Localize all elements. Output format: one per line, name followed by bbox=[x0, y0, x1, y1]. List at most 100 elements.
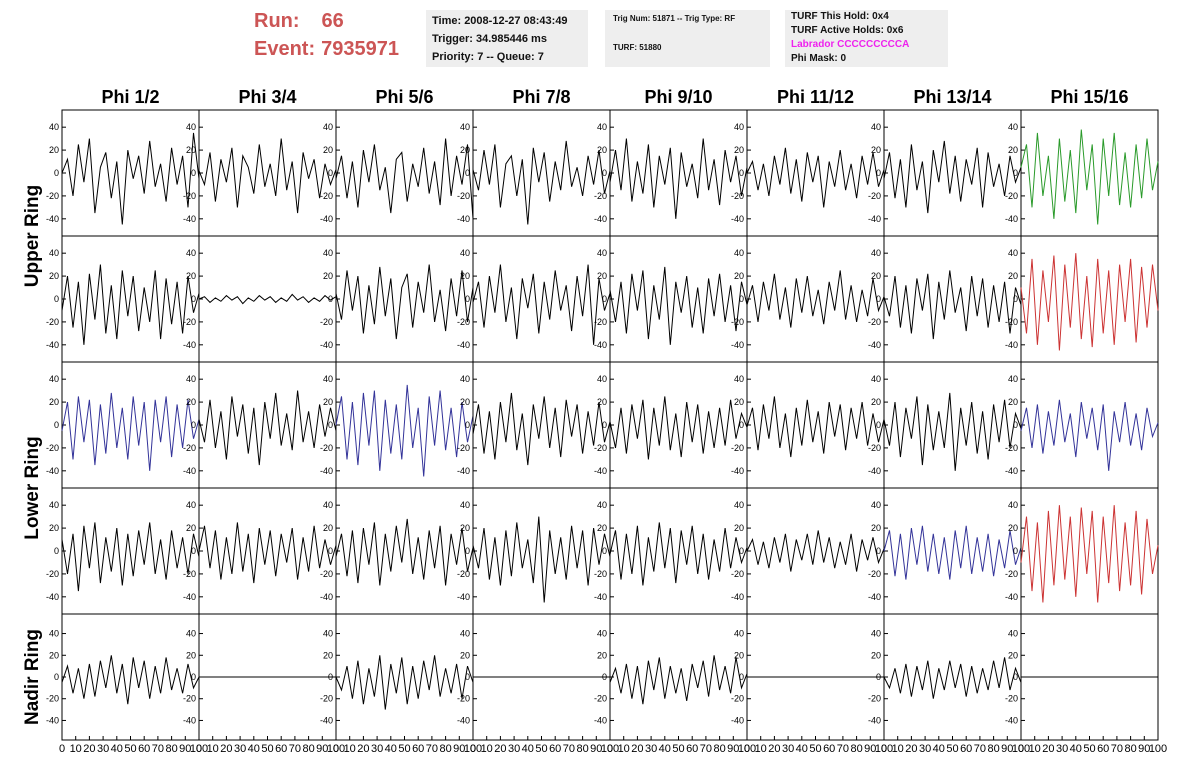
waveform bbox=[472, 264, 611, 345]
x-tick-label: 0 bbox=[333, 743, 339, 755]
y-tick-label: -40 bbox=[731, 340, 744, 350]
x-tick-label: 90 bbox=[179, 743, 191, 755]
panel-frame bbox=[883, 613, 1022, 741]
y-tick-label: 20 bbox=[1008, 523, 1018, 533]
y-tick-label: 20 bbox=[597, 145, 607, 155]
y-tick-label: 40 bbox=[597, 500, 607, 510]
y-tick-label: 40 bbox=[460, 122, 470, 132]
y-tick-label: -40 bbox=[594, 214, 607, 224]
waveform bbox=[61, 264, 200, 345]
x-tick-label: 10 bbox=[344, 743, 356, 755]
y-tick-label: -20 bbox=[731, 443, 744, 453]
trigger: Trigger: 34.985446 ms bbox=[432, 33, 547, 45]
x-tick-label: 70 bbox=[152, 743, 164, 755]
x-tick-label: 50 bbox=[398, 743, 410, 755]
x-tick-label: 20 bbox=[1042, 743, 1054, 755]
y-tick-label: 40 bbox=[186, 122, 196, 132]
y-tick-label: -20 bbox=[1005, 569, 1018, 579]
time: Time: 2008-12-27 08:43:49 bbox=[432, 15, 568, 27]
y-tick-label: -40 bbox=[1005, 466, 1018, 476]
y-tick-label: 0 bbox=[328, 672, 333, 682]
waveform bbox=[61, 392, 200, 471]
x-tick-label: 10 bbox=[755, 743, 767, 755]
y-tick-label: -40 bbox=[594, 715, 607, 725]
y-tick-label: 20 bbox=[186, 271, 196, 281]
x-tick-label: 0 bbox=[196, 743, 202, 755]
y-tick-label: -20 bbox=[46, 191, 59, 201]
x-tick-label: 20 bbox=[905, 743, 917, 755]
y-tick-label: 0 bbox=[328, 168, 333, 178]
x-tick-label: 30 bbox=[1056, 743, 1068, 755]
x-tick-label: 100 bbox=[875, 743, 893, 755]
y-tick-label: 40 bbox=[49, 248, 59, 258]
y-tick-label: -40 bbox=[868, 715, 881, 725]
y-tick-label: -20 bbox=[594, 191, 607, 201]
y-tick-label: -20 bbox=[183, 191, 196, 201]
x-tick-label: 0 bbox=[470, 743, 476, 755]
x-tick-label: 70 bbox=[426, 743, 438, 755]
y-tick-label: 0 bbox=[602, 294, 607, 304]
column-header: Phi 13/14 bbox=[913, 87, 991, 107]
y-tick-label: 40 bbox=[734, 500, 744, 510]
x-tick-label: 60 bbox=[823, 743, 835, 755]
y-tick-label: -20 bbox=[868, 569, 881, 579]
y-tick-label: 20 bbox=[597, 397, 607, 407]
panel-frame bbox=[198, 361, 337, 489]
y-tick-label: 0 bbox=[328, 294, 333, 304]
y-tick-label: -40 bbox=[46, 466, 59, 476]
y-tick-label: 20 bbox=[186, 397, 196, 407]
y-tick-label: 20 bbox=[597, 523, 607, 533]
y-tick-label: 0 bbox=[54, 294, 59, 304]
y-tick-label: -20 bbox=[320, 191, 333, 201]
y-tick-label: 0 bbox=[1013, 546, 1018, 556]
y-tick-label: -20 bbox=[594, 317, 607, 327]
x-tick-label: 90 bbox=[864, 743, 876, 755]
y-tick-label: 20 bbox=[323, 271, 333, 281]
x-tick-label: 80 bbox=[850, 743, 862, 755]
y-tick-label: -20 bbox=[183, 317, 196, 327]
y-tick-label: -40 bbox=[594, 340, 607, 350]
waveform bbox=[335, 655, 474, 710]
waveform bbox=[198, 293, 337, 305]
y-tick-label: -40 bbox=[320, 340, 333, 350]
x-tick-label: 70 bbox=[974, 743, 986, 755]
run: Run: 66 bbox=[254, 10, 344, 33]
y-tick-label: 0 bbox=[876, 672, 881, 682]
waveform bbox=[61, 132, 200, 225]
x-tick-label: 50 bbox=[809, 743, 821, 755]
y-tick-label: 40 bbox=[734, 374, 744, 384]
y-tick-label: 40 bbox=[871, 629, 881, 639]
y-tick-label: 20 bbox=[460, 523, 470, 533]
y-tick-label: 0 bbox=[739, 294, 744, 304]
y-tick-label: 20 bbox=[49, 397, 59, 407]
x-tick-label: 40 bbox=[522, 743, 534, 755]
y-tick-label: -40 bbox=[457, 592, 470, 602]
y-tick-label: -40 bbox=[1005, 715, 1018, 725]
y-tick-label: 20 bbox=[460, 145, 470, 155]
x-tick-label: 20 bbox=[631, 743, 643, 755]
turf-box: TURF This Hold: 0x4 TURF Active Holds: 0… bbox=[785, 10, 948, 67]
y-tick-label: 20 bbox=[460, 650, 470, 660]
column-header: Phi 5/6 bbox=[375, 87, 433, 107]
y-tick-label: -20 bbox=[320, 443, 333, 453]
y-tick-label: 40 bbox=[460, 629, 470, 639]
y-tick-label: 0 bbox=[328, 420, 333, 430]
y-tick-label: 0 bbox=[876, 294, 881, 304]
waveform bbox=[335, 518, 474, 586]
y-tick-label: 40 bbox=[871, 122, 881, 132]
y-tick-label: 40 bbox=[460, 500, 470, 510]
waveform bbox=[198, 390, 337, 466]
y-tick-label: -40 bbox=[594, 466, 607, 476]
y-tick-label: 0 bbox=[191, 546, 196, 556]
x-tick-label: 50 bbox=[946, 743, 958, 755]
y-tick-label: 20 bbox=[734, 650, 744, 660]
x-tick-label: 80 bbox=[1124, 743, 1136, 755]
panel-frame bbox=[335, 235, 474, 363]
x-tick-label: 40 bbox=[659, 743, 671, 755]
y-tick-label: 40 bbox=[323, 629, 333, 639]
waveform bbox=[609, 138, 748, 219]
y-tick-label: -20 bbox=[183, 694, 196, 704]
y-tick-label: -20 bbox=[594, 694, 607, 704]
y-tick-label: 0 bbox=[54, 546, 59, 556]
waveform bbox=[883, 525, 1022, 580]
